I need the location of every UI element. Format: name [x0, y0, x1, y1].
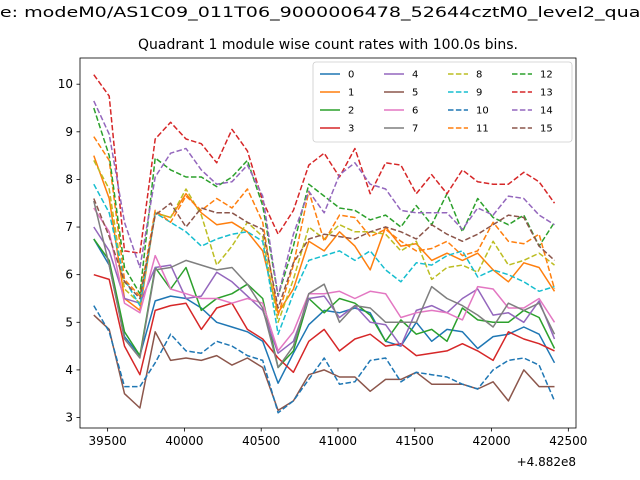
- y-tick-label: 10: [58, 77, 73, 91]
- chart-suptitle: Plot from file: modeM0/AS1C09_011T06_900…: [0, 5, 640, 21]
- y-tick-label: 3: [65, 411, 73, 425]
- y-tick-label: 7: [65, 220, 73, 234]
- series-line-6: [93, 207, 556, 352]
- series-line-10: [93, 305, 556, 414]
- legend-label-2: 2: [348, 106, 354, 117]
- legend-label-10: 10: [476, 106, 489, 117]
- x-axis: 39500 40000 40500 41000 41500 42000 42500: [89, 428, 587, 448]
- y-tick-label: 9: [65, 125, 73, 139]
- series-group: [93, 74, 556, 414]
- x-tick-label: 40000: [165, 434, 203, 448]
- legend-label-15: 15: [540, 124, 553, 135]
- legend-label-5: 5: [412, 88, 418, 99]
- legend-label-6: 6: [412, 106, 418, 117]
- series-line-9: [93, 183, 555, 335]
- y-tick-label: 4: [65, 363, 73, 377]
- series-line-4: [93, 226, 556, 354]
- x-tick-label: 42500: [549, 434, 587, 448]
- series-line-7: [93, 200, 556, 369]
- x-tick-label: 41000: [319, 434, 357, 448]
- x-tick-label: 40500: [242, 434, 280, 448]
- y-axis: 3 4 5 6 7 8 9 10: [58, 77, 80, 425]
- chart-title: Quadrant 1 module wise count rates with …: [138, 37, 518, 53]
- x-offset-label: +4.882e8: [517, 455, 576, 469]
- series-line-0: [93, 238, 556, 384]
- legend-frame: [312, 61, 573, 143]
- legend-label-3: 3: [348, 124, 354, 135]
- legend-label-14: 14: [540, 106, 553, 117]
- y-tick-label: 5: [65, 315, 73, 329]
- x-tick-label: 41500: [396, 434, 434, 448]
- legend-label-1: 1: [348, 88, 354, 99]
- plot-frame: [79, 57, 577, 429]
- series-line-11: [93, 136, 556, 316]
- legend-label-4: 4: [412, 70, 418, 81]
- legend-label-0: 0: [348, 70, 354, 81]
- x-tick-label: 42000: [472, 434, 510, 448]
- legend-label-8: 8: [476, 70, 482, 81]
- legend-label-11: 11: [476, 124, 489, 135]
- legend-label-9: 9: [476, 88, 482, 99]
- x-tick-label: 39500: [89, 434, 127, 448]
- series-line-14: [93, 100, 555, 297]
- y-tick-label: 6: [65, 268, 73, 282]
- legend-label-13: 13: [540, 88, 553, 99]
- y-tick-label: 8: [65, 172, 73, 186]
- series-line-15: [93, 198, 556, 309]
- legend-label-7: 7: [412, 124, 418, 135]
- legend-label-12: 12: [540, 70, 553, 81]
- series-line-3: [93, 273, 555, 376]
- series-line-13: [93, 74, 556, 254]
- series-line-12: [93, 107, 556, 297]
